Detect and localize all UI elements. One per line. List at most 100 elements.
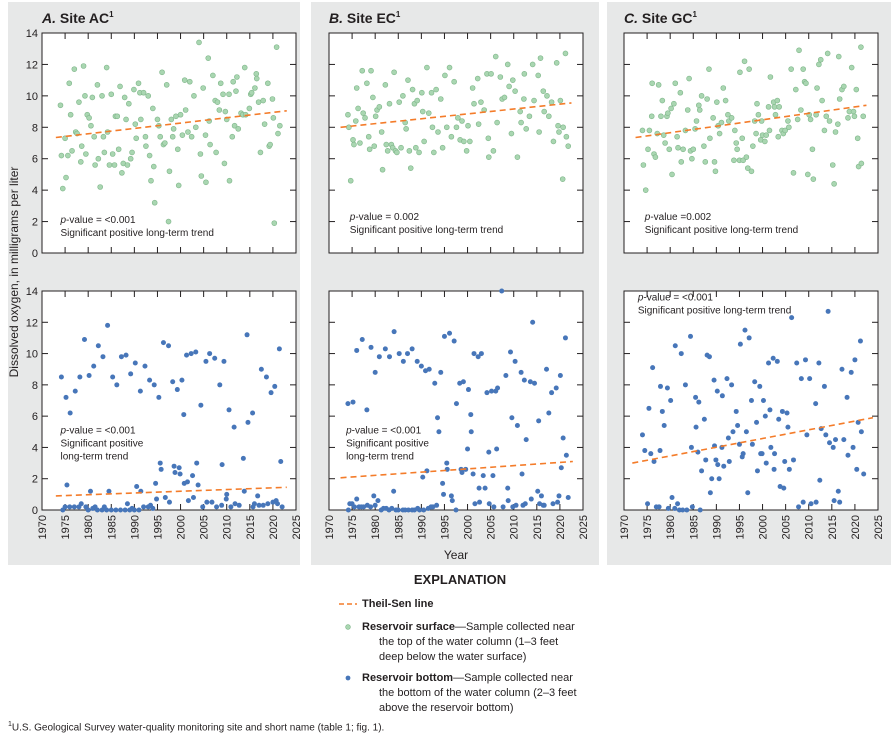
surface-sample-point [805, 171, 811, 178]
bottom-sample-point [825, 308, 831, 314]
bottom-sample-point [760, 398, 766, 403]
surface-sample-point [824, 50, 831, 57]
surface-sample-point [431, 149, 437, 156]
bottom-sample-point [160, 340, 166, 346]
surface-sample-point [135, 80, 142, 87]
surface-sample-point [642, 187, 649, 193]
surface-sample-point [707, 135, 713, 142]
bottom-sample-point [71, 504, 77, 510]
bottom-sample-point [737, 341, 743, 347]
surface-sample-point [226, 177, 233, 184]
bottom-sample-point [354, 347, 360, 353]
surface-sample-point [101, 149, 108, 156]
bottom-sample-point [223, 496, 229, 502]
surface-sample-point [474, 75, 481, 82]
surface-sample-point [771, 104, 778, 110]
bottom-sample-point [804, 432, 810, 438]
surface-sample-point [233, 88, 239, 94]
surface-sample-point [469, 85, 476, 91]
bottom-sample-point [532, 380, 538, 386]
bottom-sample-point [754, 419, 760, 425]
bottom-sample-point [386, 354, 392, 360]
surface-sample-point [732, 127, 738, 134]
surface-sample-point [711, 159, 718, 165]
surface-sample-point [200, 85, 206, 91]
surface-sample-point [546, 113, 552, 120]
bottom-sample-point [364, 407, 370, 413]
bottom-sample-point [184, 352, 190, 358]
bottom-sample-point [713, 457, 719, 463]
bottom-sample-point [499, 288, 505, 294]
surface-sample-point [175, 182, 182, 189]
surface-sample-point [76, 99, 82, 105]
surface-sample-point [241, 64, 248, 71]
surface-sample-point [365, 133, 372, 140]
bottom-sample-point [852, 357, 858, 363]
surface-sample-point [817, 56, 824, 63]
surface-sample-point [192, 124, 199, 131]
bottom-sample-point [345, 401, 351, 407]
surface-sample-point [455, 115, 461, 121]
surface-sample-point [841, 83, 847, 90]
x-tick-label: 1990 [416, 515, 428, 539]
surface-sample-point [731, 157, 737, 164]
y-tick-label: 14 [26, 286, 38, 298]
surface-sample-point [370, 94, 376, 101]
surface-sample-point [504, 61, 511, 68]
surface-sample-point [529, 61, 536, 68]
surface-sample-point [368, 67, 374, 74]
bottom-sample-point [212, 355, 218, 361]
y-tick-label: 14 [26, 28, 38, 40]
p-value: -value = <0.001 [352, 425, 422, 436]
surface-sample-point [858, 44, 864, 50]
bottom-sample-point [441, 333, 447, 339]
bottom-sample-point [224, 491, 230, 497]
bottom-sample-point [147, 377, 153, 383]
bottom-sample-point [857, 338, 863, 344]
surface-sample-point [535, 72, 542, 79]
surface-sample-point [720, 85, 727, 91]
bottom-sample-point [766, 360, 772, 366]
surface-sample-point [714, 99, 720, 105]
bottom-sample-point [190, 473, 196, 479]
surface-sample-point [665, 110, 671, 116]
surface-sample-point [559, 176, 566, 182]
bottom-sample-point [639, 432, 645, 438]
surface-sample-point [680, 146, 686, 153]
surface-sample-point [162, 140, 168, 146]
surface-sample-point [544, 93, 550, 99]
x-tick-label: 2015 [827, 515, 839, 539]
x-tick-label: 2000 [463, 515, 475, 539]
surface-sample-point [698, 93, 705, 99]
bottom-sample-point [449, 498, 455, 504]
bottom-sample-point [444, 460, 450, 466]
panel-title: C. Site GC1 [624, 10, 697, 26]
bottom-sample-point [855, 419, 861, 425]
surface-sample-point [701, 143, 707, 149]
p-value-annotation: p-value = 0.002 [349, 212, 420, 223]
bottom-sample-point [441, 491, 447, 497]
surface-sample-point [121, 94, 128, 101]
bottom-sample-point [657, 448, 663, 454]
bottom-sample-point [530, 319, 536, 325]
surface-sample-point [150, 105, 156, 112]
surface-sample-point [658, 113, 664, 120]
surface-sample-point [131, 86, 137, 93]
surface-sample-point [746, 66, 752, 72]
bottom-sample-point [678, 351, 684, 357]
bottom-sample-point [817, 477, 823, 483]
p-symbol: p [637, 292, 644, 303]
surface-sample-point [364, 80, 370, 87]
bottom-sample-point [688, 333, 694, 339]
surface-sample-point [351, 141, 357, 148]
surface-sample-point [809, 146, 816, 153]
bottom-sample-point [465, 387, 471, 393]
bottom-sample-point [661, 423, 667, 429]
bottom-sample-point [786, 466, 792, 472]
surface-sample-point [360, 110, 366, 116]
bottom-sample-point [858, 429, 864, 435]
surface-sample-point [655, 82, 662, 88]
bottom-sample-point [707, 490, 713, 496]
bottom-sample-point [553, 385, 559, 391]
bottom-sample-point [153, 480, 159, 486]
